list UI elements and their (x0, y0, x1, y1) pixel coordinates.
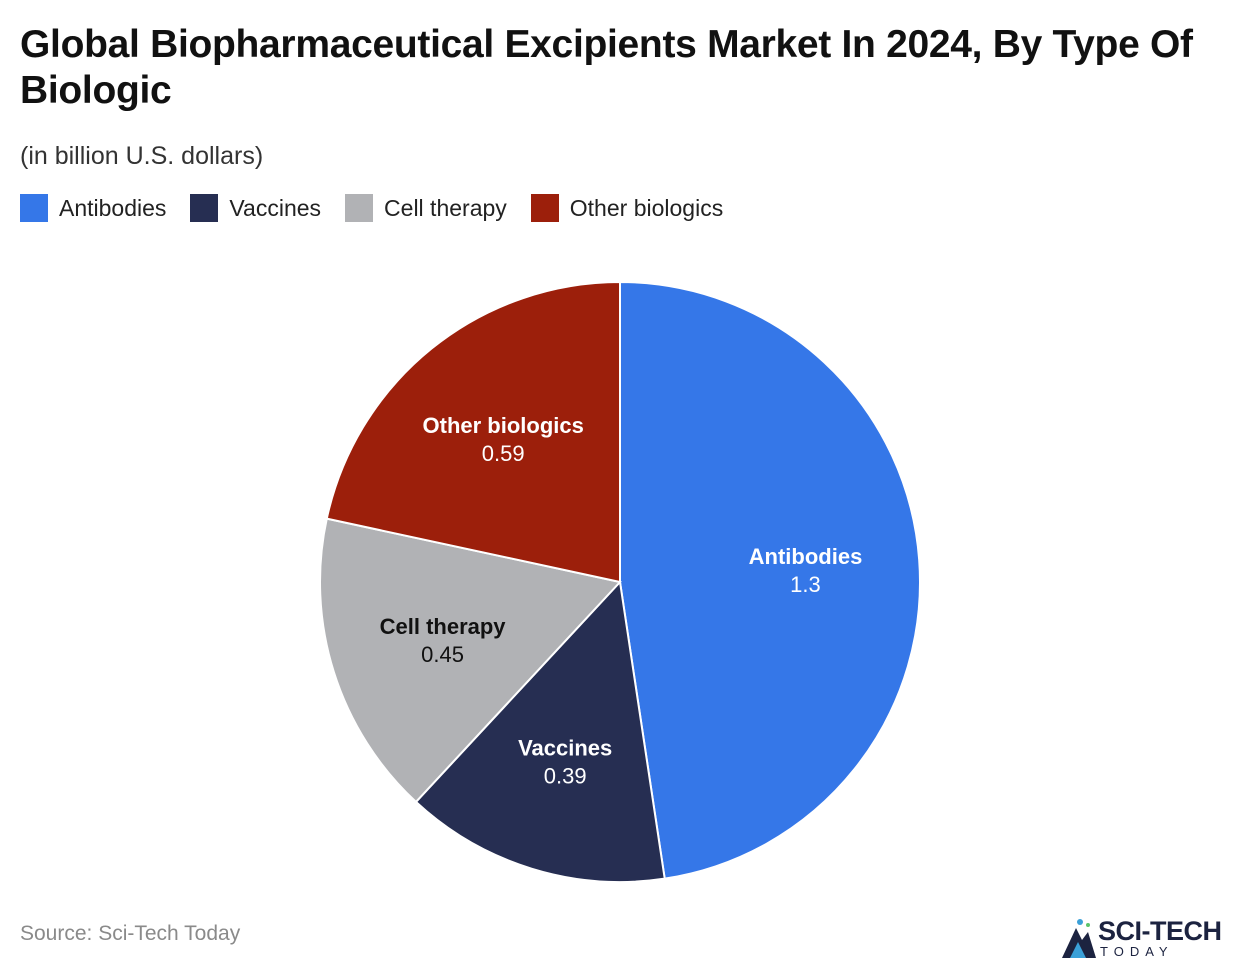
slice-value-other-biologics: 0.59 (482, 441, 525, 466)
slice-label-cell-therapy: Cell therapy (380, 614, 507, 639)
source-note: Source: Sci-Tech Today (20, 922, 241, 945)
legend-item-other-biologics: Other biologics (530, 194, 724, 222)
chart-subtitle: (in billion U.S. dollars) (20, 142, 264, 170)
pie-slice-vaccines (414, 579, 666, 883)
legend-label-antibodies: Antibodies (59, 194, 167, 221)
legend-swatch-other-biologics (530, 194, 559, 222)
legend-item-antibodies: Antibodies (20, 194, 166, 222)
legend-label-other-biologics: Other biologics (569, 194, 724, 221)
sci-tech-logo: SCI-TECH TODAY (1058, 914, 1230, 962)
logo-subtext: TODAY (1100, 944, 1174, 959)
chart-legend: Antibodies Vaccines Cell therapy Other b… (20, 194, 747, 222)
slice-value-antibodies: 1.3 (790, 572, 821, 597)
legend-label-cell-therapy: Cell therapy (384, 194, 507, 221)
pie-slice-antibodies (619, 280, 921, 880)
legend-swatch-antibodies (20, 194, 48, 222)
legend-item-cell-therapy: Cell therapy (345, 194, 507, 222)
pie-slice-cell-therapy (319, 517, 622, 804)
legend-swatch-cell-therapy (345, 194, 374, 222)
logo-mark-icon (1062, 919, 1096, 958)
pie-slice-other-biologics (325, 280, 621, 584)
chart-title: Global Biopharmaceutical Excipients Mark… (20, 23, 1193, 112)
legend-swatch-vaccines (190, 194, 219, 222)
logo-text: SCI-TECH (1098, 916, 1222, 946)
slice-label-vaccines: Vaccines (518, 736, 612, 761)
slice-label-other-biologics: Other biologics (423, 413, 584, 438)
legend-label-vaccines: Vaccines (229, 194, 322, 221)
slice-value-cell-therapy: 0.45 (421, 642, 464, 667)
legend-item-vaccines: Vaccines (190, 194, 321, 222)
slice-value-vaccines: 0.39 (544, 764, 587, 789)
slice-label-antibodies: Antibodies (749, 544, 863, 569)
